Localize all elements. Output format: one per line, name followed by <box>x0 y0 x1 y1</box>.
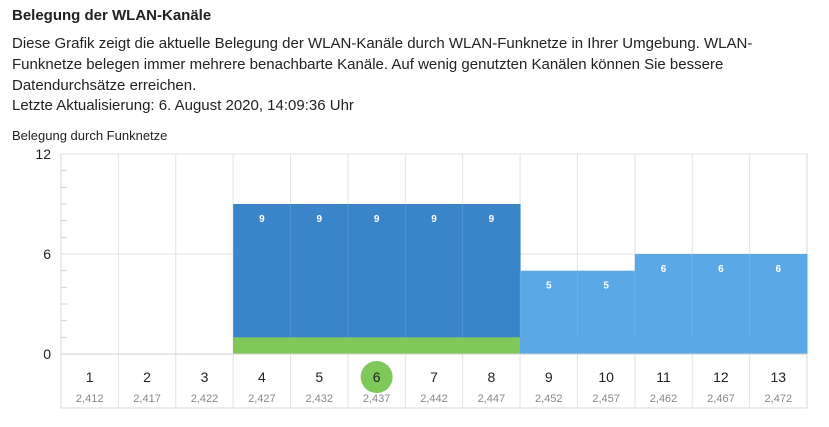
channel-tick-label[interactable]: 6 <box>373 369 381 385</box>
own-network-band <box>233 337 521 354</box>
frequency-tick-label: 2,432 <box>305 393 333 405</box>
channel-tick-label[interactable]: 4 <box>258 369 266 385</box>
channel-tick-label[interactable]: 3 <box>201 369 209 385</box>
selected-channel-marker[interactable] <box>360 361 393 393</box>
frequency-tick-label: 2,452 <box>535 393 563 405</box>
channel-tick-label[interactable]: 12 <box>713 369 729 385</box>
y-tick-label: 6 <box>43 246 51 262</box>
panel-title: Belegung der WLAN-Kanäle <box>12 7 212 24</box>
panel-description: Diese Grafik zeigt die aktuelle Belegung… <box>12 35 753 94</box>
channel-tick-label[interactable]: 9 <box>545 369 553 385</box>
channel-bar <box>634 254 693 354</box>
channel-tick-label[interactable]: 2 <box>143 369 151 385</box>
channel-tick-label[interactable]: 10 <box>598 369 614 385</box>
channel-bar <box>577 270 636 354</box>
bar-value-label: 9 <box>431 214 437 225</box>
channel-bar <box>520 270 578 354</box>
channel-bar <box>405 204 464 354</box>
frequency-tick-label: 2,422 <box>191 393 219 405</box>
y-axis-label: Belegung durch Funknetze <box>12 128 168 143</box>
bar-value-label: 9 <box>316 214 322 225</box>
frequency-tick-label: 2,472 <box>765 393 793 405</box>
channel-bar <box>290 204 349 354</box>
frequency-tick-label: 2,417 <box>133 393 161 405</box>
frequency-tick-label: 2,442 <box>420 393 448 405</box>
channel-tick-label[interactable]: 13 <box>771 369 787 385</box>
channel-bar <box>749 254 808 354</box>
frequency-tick-label: 2,447 <box>478 393 506 405</box>
bar-value-label: 9 <box>489 214 495 225</box>
channel-bar <box>462 204 521 354</box>
bar-value-label: 6 <box>718 264 724 275</box>
frequency-tick-label: 2,437 <box>363 393 391 405</box>
frequency-tick-label: 2,467 <box>707 393 735 405</box>
bar-value-label: 6 <box>776 264 782 275</box>
frequency-tick-label: 2,412 <box>76 393 104 405</box>
y-tick-label: 12 <box>35 146 51 162</box>
bar-value-label: 5 <box>603 281 609 292</box>
channel-tick-label[interactable]: 1 <box>86 369 94 385</box>
bar-value-label: 9 <box>374 214 380 225</box>
channel-tick-label[interactable]: 5 <box>315 369 323 385</box>
channel-bar <box>347 204 406 354</box>
channel-bar <box>233 204 292 354</box>
channel-tick-label[interactable]: 11 <box>656 369 671 385</box>
channel-bar <box>692 254 751 354</box>
frequency-tick-label: 2,457 <box>592 393 620 405</box>
bar-value-label: 9 <box>259 214 265 225</box>
frequency-tick-label: 2,462 <box>650 393 678 405</box>
y-tick-label: 0 <box>43 346 51 362</box>
bar-value-label: 6 <box>661 264 667 275</box>
frequency-tick-label: 2,427 <box>248 393 276 405</box>
channel-tick-label[interactable]: 8 <box>487 369 495 385</box>
channel-tick-label[interactable]: 7 <box>430 369 438 385</box>
bar-value-label: 5 <box>546 281 552 292</box>
last-update: Letzte Aktualisierung: 6. August 2020, 1… <box>12 97 354 114</box>
